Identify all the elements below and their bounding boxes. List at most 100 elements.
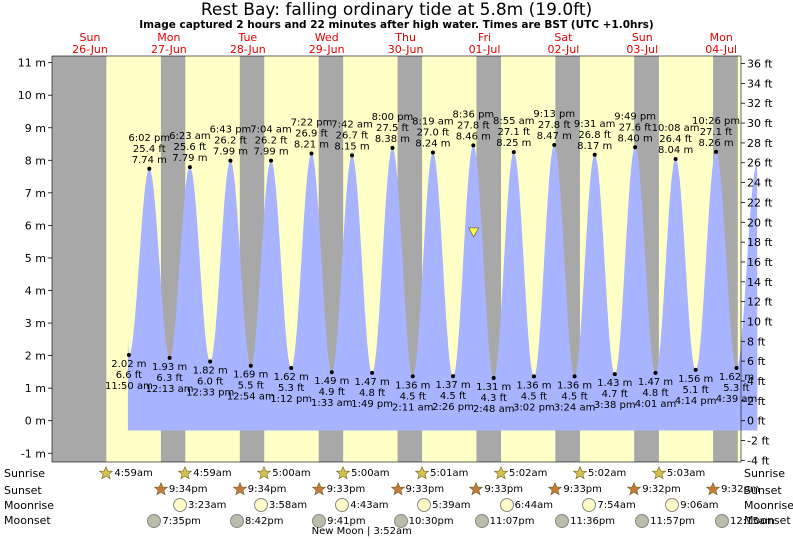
high-tide-feet: 27.1 ft: [497, 127, 530, 138]
high-tide-time: 7:42 am: [331, 119, 373, 130]
low-tide-feet: 4.8 ft: [642, 388, 668, 399]
day-date: 01-Jul: [469, 43, 501, 56]
moonset-item: 9:41pm: [312, 514, 366, 528]
sunset-label-left: Sunset: [4, 484, 42, 497]
left-tick-label: 7 m: [25, 187, 46, 200]
low-tide-point: [289, 365, 294, 370]
low-tide-feet: 4.7 ft: [602, 389, 628, 400]
sunrise-label-left: Sunrise: [4, 467, 46, 480]
high-tide-point: [228, 158, 233, 163]
moonset-icon: [555, 514, 570, 528]
moonset-text: 11:07pm: [489, 516, 535, 527]
moonrise-icon: [173, 498, 188, 512]
moonrise-text: 5:39am: [432, 500, 471, 511]
low-tide-point: [248, 363, 253, 368]
high-tide-point: [390, 145, 395, 150]
sunrise-item: 4:59am: [99, 466, 153, 480]
high-tide-metres: 8.24 m: [415, 138, 450, 149]
sunset-item: 9:33pm: [548, 482, 602, 496]
high-tide-point: [471, 143, 476, 148]
high-tide-feet: 26.9 ft: [295, 128, 328, 139]
low-tide-feet: 4.3 ft: [481, 393, 507, 404]
sunset-item: 9:34pm: [153, 482, 208, 496]
sunset-icon: [232, 482, 247, 496]
high-tide-feet: 26.4 ft: [659, 134, 692, 145]
sunrise-icon: [178, 466, 193, 480]
high-tide-point: [309, 151, 314, 156]
moonset-item: 11:36pm: [555, 514, 615, 528]
sunrise-text: 5:00am: [272, 468, 311, 479]
low-tide-metres: 1.47 m: [355, 377, 390, 388]
low-tide-time: 2:11 am: [392, 402, 434, 413]
high-tide-time: 8:55 am: [493, 116, 535, 127]
low-tide-metres: 1.62 m: [719, 372, 754, 383]
low-tide-time: 2:26 pm: [432, 402, 474, 413]
moonset-item: 7:35pm: [147, 514, 201, 528]
high-tide-metres: 8.04 m: [658, 145, 693, 156]
sunrise-text: 4:59am: [193, 468, 232, 479]
moonrise-icon: [417, 498, 432, 512]
low-tide-point: [370, 370, 375, 375]
high-tide-metres: 8.15 m: [334, 141, 369, 152]
sunset-item: 9:32pm: [706, 482, 760, 496]
right-tick-label: 20 ft: [747, 216, 773, 229]
right-tick-label: 10 ft: [747, 315, 773, 328]
day-name: Mon: [157, 31, 180, 44]
sunset-item: 9:32pm: [627, 482, 681, 496]
high-tide-metres: 7.99 m: [253, 147, 288, 158]
sunset-icon: [469, 482, 484, 496]
right-tick-label: 34 ft: [747, 77, 773, 90]
high-tide-point: [592, 152, 597, 157]
moonrise-item: 7:54am: [582, 498, 636, 512]
moonrise-text: 9:06am: [680, 500, 719, 511]
sunset-text: 9:33pm: [405, 484, 445, 495]
moonrise-item: 4:43am: [335, 498, 389, 512]
low-tide-point: [572, 374, 577, 379]
low-tide-time: 12:33 pm: [186, 387, 234, 398]
high-tide-feet: 27.6 ft: [619, 122, 652, 133]
sunrise-icon: [494, 466, 509, 480]
day-date: 03-Jul: [626, 43, 658, 56]
low-tide-point: [451, 374, 456, 379]
high-tide-time: 6:02 pm: [128, 133, 170, 144]
right-tick-label: 2 ft: [747, 395, 766, 408]
moonrise-icon: [582, 498, 597, 512]
right-tick-label: 8 ft: [747, 335, 766, 348]
sunset-item: 9:33pm: [311, 482, 365, 496]
right-tick-label: 12 ft: [747, 296, 773, 309]
moonrise-text: 4:43am: [350, 500, 389, 511]
moonrise-item: 6:44am: [499, 498, 553, 512]
low-tide-metres: 1.69 m: [233, 370, 268, 381]
sunrise-text: 5:02am: [587, 468, 627, 479]
moonset-text: 7:35pm: [162, 516, 201, 527]
moonset-icon: [474, 514, 489, 528]
low-tide-time: 3:02 pm: [513, 402, 555, 413]
left-tick-label: 9 m: [25, 122, 46, 135]
low-tide-time: 1:33 am: [311, 398, 353, 409]
moonrise-item: 9:06am: [665, 498, 719, 512]
high-tide-time: 6:23 am: [169, 131, 211, 142]
left-tick-label: 10 m: [18, 89, 46, 102]
high-tide-feet: 27.8 ft: [538, 120, 571, 131]
left-tick-label: 4 m: [25, 285, 46, 298]
high-tide-time: 7:22 pm: [291, 117, 333, 128]
day-name: Sun: [632, 31, 653, 44]
low-tide-feet: 5.5 ft: [238, 381, 264, 392]
sunset-icon: [153, 482, 168, 496]
high-tide-metres: 7.99 m: [213, 147, 248, 158]
sunrise-icon: [336, 466, 351, 480]
low-tide-metres: 1.49 m: [314, 376, 349, 387]
sunset-icon: [627, 482, 642, 496]
right-tick-label: 6 ft: [747, 355, 766, 368]
high-tide-feet: 25.6 ft: [174, 142, 207, 153]
right-tick-label: 36 ft: [747, 58, 773, 71]
low-tide-metres: 1.43 m: [597, 378, 632, 389]
sunrise-icon: [651, 466, 666, 480]
left-tick-label: 3 m: [25, 317, 46, 330]
plot-frame: [51, 55, 742, 463]
low-tide-feet: 4.5 ft: [521, 391, 547, 402]
right-tick-label: 4 ft: [747, 375, 766, 388]
sunset-text: 9:34pm: [168, 484, 208, 495]
low-tide-time: 11:50 am: [105, 381, 153, 392]
high-tide-time: 7:04 am: [250, 125, 292, 136]
